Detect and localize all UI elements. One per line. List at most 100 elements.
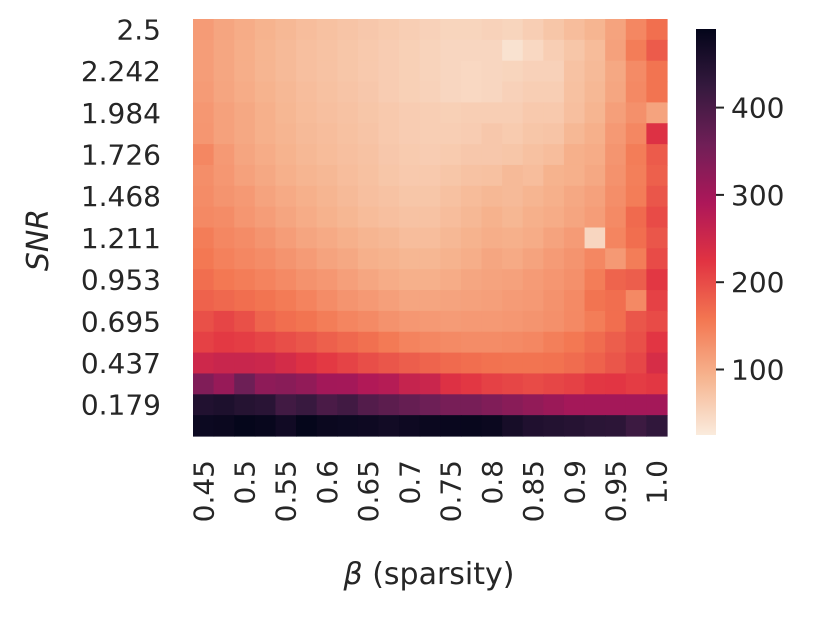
heatmap-cell: [275, 415, 297, 437]
heatmap-cell: [563, 164, 586, 187]
heatmap-cell: [543, 394, 565, 416]
heatmap-cell: [522, 206, 544, 229]
heatmap-cell: [625, 39, 647, 62]
heatmap-cell: [625, 373, 647, 395]
heatmap-cell: [337, 352, 359, 375]
heatmap-cell: [399, 290, 421, 312]
heatmap-cell: [419, 39, 441, 62]
heatmap-cell: [337, 102, 359, 124]
heatmap-cell: [543, 352, 565, 375]
heatmap-cell: [234, 60, 256, 83]
heatmap-cell: [419, 373, 441, 395]
heatmap-cell: [193, 19, 215, 41]
heatmap-cell: [213, 352, 235, 375]
heatmap-cell: [337, 373, 359, 395]
colorbar: [696, 29, 716, 435]
heatmap-cell: [193, 290, 215, 312]
heatmap-cell: [502, 227, 524, 249]
heatmap-cell: [605, 123, 627, 145]
heatmap-cell: [316, 39, 338, 62]
heatmap-cell: [419, 394, 441, 416]
heatmap-cell: [378, 331, 400, 354]
heatmap-cell: [646, 248, 668, 270]
heatmap-cell: [605, 60, 627, 83]
heatmap-cell: [522, 19, 544, 41]
heatmap-cell: [605, 290, 627, 312]
heatmap-cell: [399, 206, 421, 229]
x-axis-symbol: β: [343, 557, 363, 592]
heatmap-cell: [646, 144, 668, 166]
heatmap-cell: [193, 164, 215, 187]
heatmap-cell: [296, 39, 318, 62]
x-tick-label: 0.65: [352, 460, 385, 522]
heatmap-cell: [337, 269, 359, 291]
heatmap-cell: [584, 164, 606, 187]
heatmap-cell: [357, 39, 380, 62]
heatmap-cell: [440, 227, 462, 249]
heatmap-cell: [213, 144, 235, 166]
colorbar-ticks: 100 200 300 400: [716, 92, 784, 387]
heatmap-cell: [605, 144, 627, 166]
heatmap-cell: [646, 19, 668, 41]
heatmap-cell: [543, 310, 565, 333]
heatmap-cell: [254, 144, 277, 166]
y-tick-label: 1.211: [81, 222, 161, 255]
heatmap-cell: [254, 123, 277, 145]
y-tick-label: 1.726: [81, 139, 161, 172]
heatmap-cell: [522, 331, 544, 354]
heatmap-cell: [460, 102, 483, 124]
heatmap-cell: [399, 310, 421, 333]
heatmap-cell: [502, 248, 524, 270]
heatmap-cell: [522, 269, 544, 291]
heatmap-cell: [275, 39, 297, 62]
heatmap-cell: [234, 227, 256, 249]
heatmap-cell: [337, 185, 359, 208]
heatmap-cell: [399, 331, 421, 354]
heatmap-cell: [481, 352, 503, 375]
heatmap-cell: [625, 123, 647, 145]
heatmap-cell: [543, 123, 565, 145]
heatmap-cell: [419, 248, 441, 270]
heatmap-cell: [502, 415, 524, 437]
heatmap-cell: [605, 352, 627, 375]
heatmap-cell: [460, 19, 483, 41]
heatmap-cell: [563, 206, 586, 229]
x-tick-label: 0.55: [270, 460, 303, 522]
heatmap-cell: [440, 290, 462, 312]
heatmap-cell: [584, 290, 606, 312]
heatmap-cell: [419, 60, 441, 83]
x-tick-label: 1.0: [641, 460, 674, 505]
heatmap-cell: [481, 185, 503, 208]
heatmap-cell: [193, 206, 215, 229]
heatmap-cell: [646, 290, 668, 312]
heatmap-cell: [605, 102, 627, 124]
heatmap-cell: [254, 248, 277, 270]
heatmap-cell: [193, 352, 215, 375]
heatmap-cell: [460, 123, 483, 145]
heatmap-cell: [563, 60, 586, 83]
heatmap-cell: [440, 310, 462, 333]
heatmap-cell: [234, 185, 256, 208]
heatmap-cell: [502, 394, 524, 416]
heatmap-cell: [275, 352, 297, 375]
heatmap-cell: [543, 373, 565, 395]
heatmap-cell: [522, 415, 544, 437]
heatmap-cell: [440, 81, 462, 103]
heatmap-cell: [234, 394, 256, 416]
heatmap-cell: [357, 144, 380, 166]
heatmap-cell: [646, 415, 668, 437]
heatmap-cell: [234, 206, 256, 229]
heatmap-cell: [440, 331, 462, 354]
heatmap-cell: [378, 19, 400, 41]
heatmap-cell: [357, 102, 380, 124]
heatmap-cell: [502, 352, 524, 375]
heatmap-cell: [357, 415, 380, 437]
heatmap-cell: [357, 248, 380, 270]
heatmap-cell: [543, 39, 565, 62]
heatmap-cell: [625, 352, 647, 375]
heatmap-cell: [316, 81, 338, 103]
heatmap-cell: [213, 60, 235, 83]
heatmap-cell: [357, 310, 380, 333]
heatmap-cell: [584, 248, 606, 270]
heatmap-cell: [563, 248, 586, 270]
